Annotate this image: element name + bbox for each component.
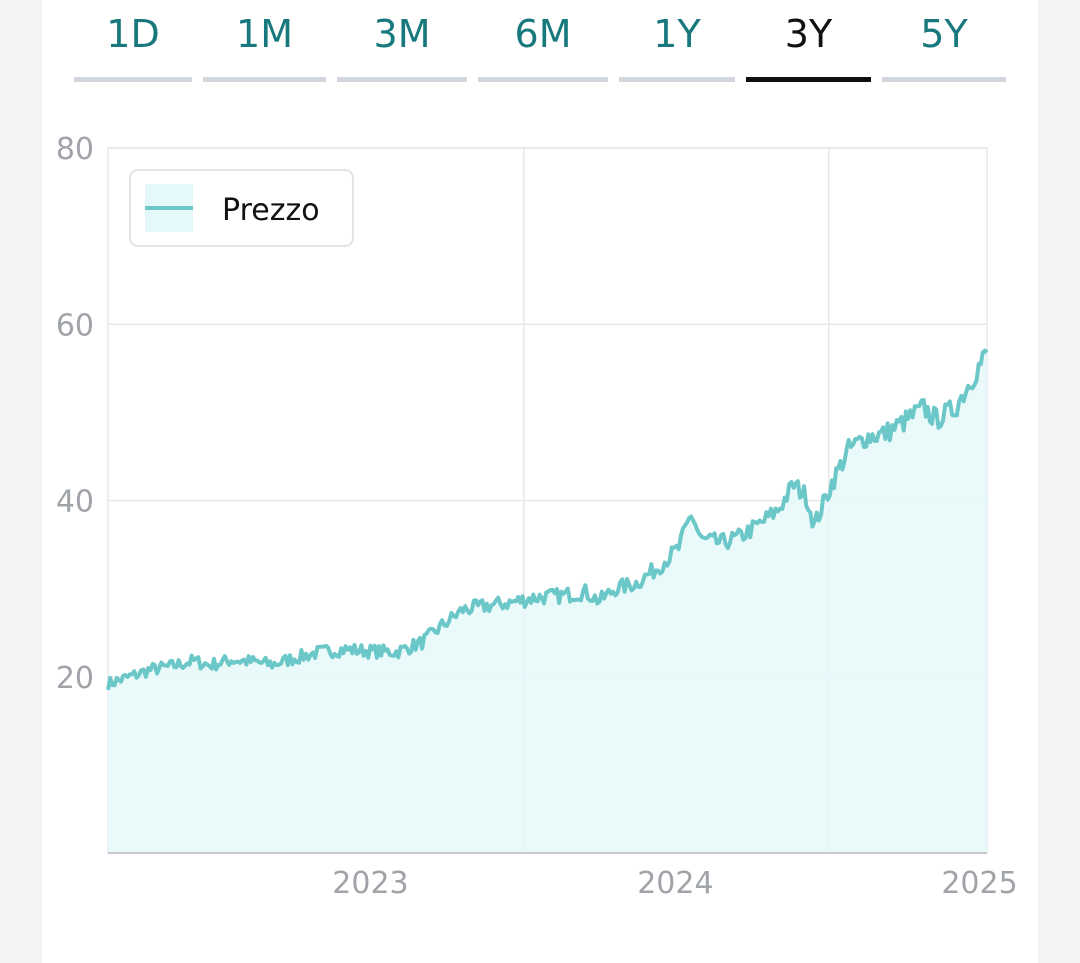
legend-entry-prezzo: Prezzo	[222, 193, 320, 228]
tab-underline	[478, 77, 608, 82]
tab-1m[interactable]: 1M	[203, 0, 326, 82]
y-tick-label: 40	[56, 485, 94, 520]
price-line	[106, 348, 989, 691]
tab-underline	[203, 77, 326, 82]
tab-label: 6M	[514, 12, 572, 56]
tab-3m[interactable]: 3M	[337, 0, 467, 82]
tab-6m[interactable]: 6M	[478, 0, 608, 82]
timeframe-tabs: 1D 1M 3M 6M 1Y 3Y 5Y	[0, 0, 1080, 90]
y-tick-label: 80	[56, 132, 94, 167]
tab-5y[interactable]: 5Y	[882, 0, 1006, 82]
tab-underline	[74, 77, 192, 82]
tab-1y[interactable]: 1Y	[619, 0, 735, 82]
x-tick-label: 2023	[332, 866, 408, 901]
tab-underline	[619, 77, 735, 82]
tab-3y[interactable]: 3Y	[746, 0, 871, 82]
y-tick-label: 60	[56, 308, 94, 343]
tab-1d[interactable]: 1D	[74, 0, 192, 82]
x-tick-labels: 2023 2024 2025	[332, 866, 1017, 901]
tab-label: 1M	[236, 12, 293, 56]
tab-underline	[882, 77, 1006, 82]
tab-label: 5Y	[920, 12, 968, 56]
tab-label: 3M	[373, 12, 431, 56]
y-tick-labels: 20 40 60 80	[56, 132, 94, 696]
tab-label: 3Y	[784, 12, 833, 56]
tab-label: 1Y	[653, 12, 701, 56]
tab-underline	[337, 77, 467, 82]
x-tick-label: 2025	[941, 866, 1017, 901]
tab-label: 1D	[106, 12, 160, 56]
price-area-fill	[108, 350, 987, 853]
chart-legend: Prezzo	[129, 169, 354, 247]
x-tick-label: 2024	[637, 866, 713, 901]
y-tick-label: 20	[56, 661, 94, 696]
tab-underline	[746, 77, 871, 82]
